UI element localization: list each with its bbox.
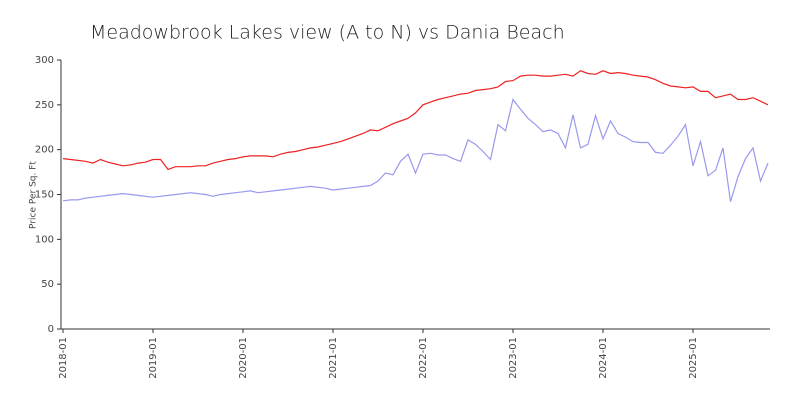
y-tick-label: 100	[35, 234, 54, 245]
x-tick-label: 2022-01	[418, 337, 429, 379]
x-tick-label: 2024-01	[598, 337, 609, 379]
y-tick-label: 300	[35, 55, 54, 66]
chart-title: Meadowbrook Lakes view (A to N) vs Dania…	[90, 22, 565, 44]
x-tick-label: 2021-01	[328, 337, 339, 379]
y-tick-label: 200	[35, 145, 54, 156]
x-tick-label: 2023-01	[508, 337, 519, 379]
y-tick-label: 250	[35, 100, 54, 111]
y-tick-label: 150	[35, 190, 54, 201]
x-tick-label: 2020-01	[238, 337, 249, 379]
y-tick-label: 50	[41, 279, 54, 290]
series-line	[62, 98, 769, 202]
x-tick-label: 2025-01	[688, 337, 699, 379]
x-tick-label: 2019-01	[148, 337, 159, 379]
series-line	[62, 70, 769, 171]
y-tick-label: 0	[48, 324, 54, 335]
y-axis-label: Price Per Sq. Ft	[29, 161, 39, 229]
x-tick-label: 2018-01	[58, 337, 69, 379]
